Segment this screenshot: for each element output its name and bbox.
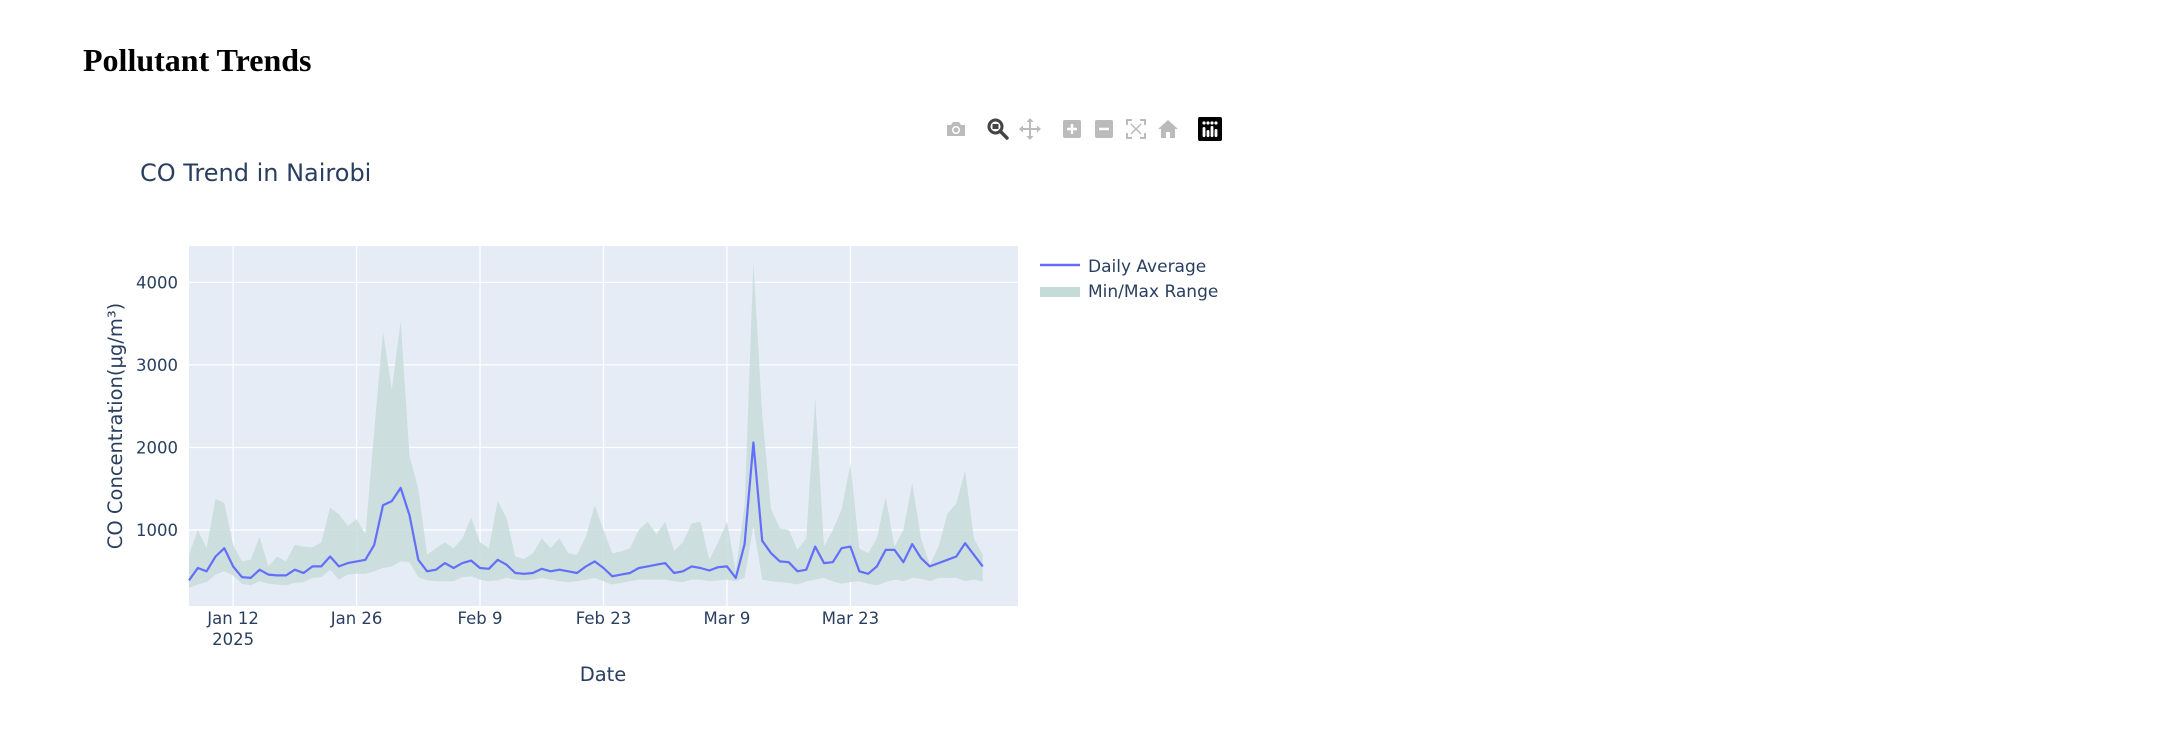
y-tick-label: 3000	[136, 356, 178, 375]
x-tick-label: Mar 23	[822, 609, 879, 628]
legend-swatch-band	[1040, 287, 1080, 297]
legend-item-daily-average[interactable]: Daily Average	[1040, 257, 1206, 277]
y-tick-label: 4000	[136, 273, 178, 292]
plotly-logo-icon[interactable]	[1194, 113, 1226, 145]
page-title: Pollutant Trends	[83, 42, 312, 78]
legend-item-min-max-range[interactable]: Min/Max Range	[1040, 282, 1218, 302]
camera-icon[interactable]	[940, 113, 972, 145]
x-tick-label: Feb 23	[576, 609, 631, 628]
chart-modebar	[940, 113, 1226, 145]
min-max-band	[189, 263, 983, 588]
zoom-in-icon[interactable]	[1056, 113, 1088, 145]
pan-icon[interactable]	[1014, 113, 1046, 145]
y-axis-ticks: 1000 2000 3000 4000	[136, 273, 178, 540]
legend-label: Min/Max Range	[1088, 282, 1218, 302]
daily-average-line	[188, 441, 984, 582]
x-axis-ticks: Jan 12 2025 Jan 26 Feb 9 Feb 23 Mar 9 Mar 23	[206, 609, 879, 649]
legend-label: Daily Average	[1088, 257, 1206, 277]
x-tick-label: Jan 12	[206, 609, 259, 628]
min-max-range-area	[189, 263, 983, 588]
x-tick-label: Mar 9	[704, 609, 751, 628]
autoscale-icon[interactable]	[1120, 113, 1152, 145]
y-axis-title: CO Concentration(μg/m³)	[104, 303, 127, 550]
legend: Daily Average Min/Max Range	[1040, 257, 1218, 302]
x-tick-label: Feb 9	[458, 609, 503, 628]
reset-axes-icon[interactable]	[1152, 113, 1184, 145]
zoom-out-icon[interactable]	[1088, 113, 1120, 145]
daily-average-series	[188, 441, 984, 582]
x-axis-title: Date	[580, 663, 627, 686]
y-tick-label: 1000	[136, 521, 178, 540]
x-tick-sublabel: 2025	[212, 630, 254, 649]
x-tick-label: Jan 26	[330, 609, 383, 628]
zoom-icon[interactable]	[982, 113, 1014, 145]
y-tick-label: 2000	[136, 438, 178, 457]
chart-title: CO Trend in Nairobi	[140, 159, 371, 187]
